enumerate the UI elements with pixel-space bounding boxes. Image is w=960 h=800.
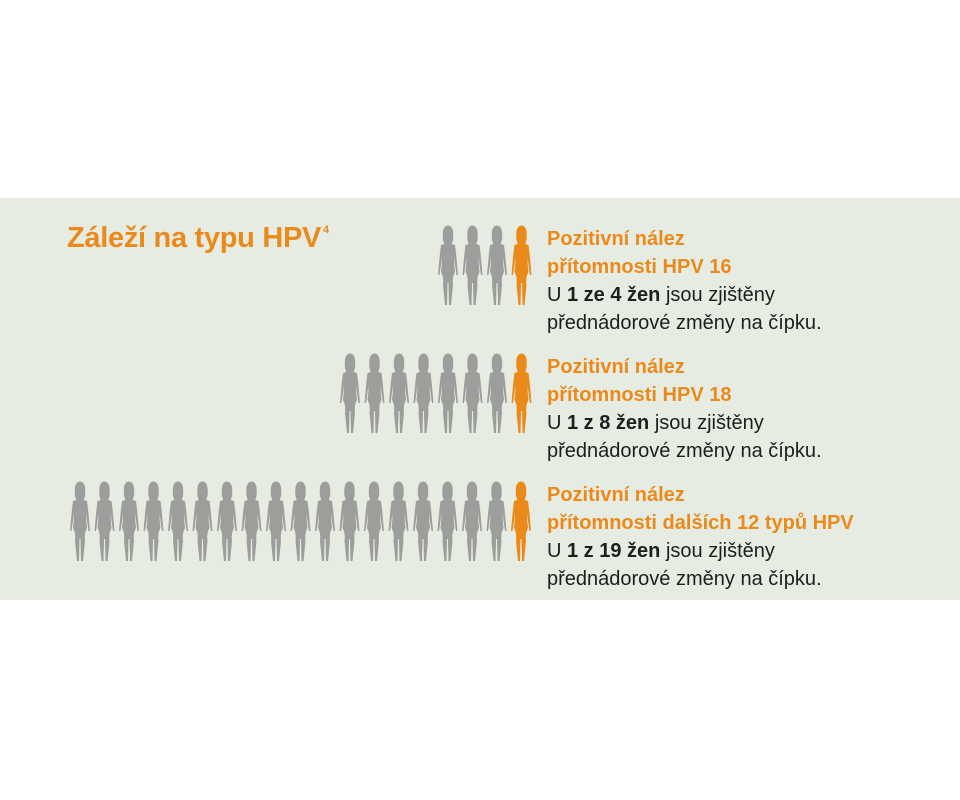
woman-icon (388, 481, 409, 561)
woman-icon (486, 481, 507, 561)
woman-icon (315, 481, 335, 561)
woman-icon (94, 481, 115, 561)
ratio-sentence: U 1 z 19 žen jsou zjištěny (547, 540, 775, 562)
ratio-value: 1 z 8 žen (567, 412, 650, 434)
woman-icon-highlighted (511, 481, 531, 561)
woman-icon (192, 481, 213, 561)
ratio-sentence: U 1 ze 4 žen jsou zjištěny (547, 284, 775, 306)
woman-icon (413, 481, 433, 561)
woman-icon (70, 481, 90, 561)
ratio-value: 1 ze 4 žen (567, 284, 661, 306)
women-figures-hpv-other (70, 481, 531, 561)
woman-icon (339, 481, 360, 561)
woman-icon (217, 481, 237, 561)
woman-icon (339, 353, 360, 433)
women-figures-hpv16 (437, 225, 531, 305)
woman-icon (290, 481, 311, 561)
woman-icon-highlighted (511, 353, 531, 433)
ratio-sentence-end: přednádorové změny na čípku. (547, 440, 822, 462)
woman-icon (462, 225, 482, 305)
woman-icon (413, 353, 433, 433)
woman-icon (364, 353, 384, 433)
woman-icon (486, 225, 507, 305)
group-heading: přítomnosti dalších 12 typů HPV (547, 512, 854, 534)
ratio-sentence-end: přednádorové změny na čípku. (547, 568, 822, 590)
description-hpv-other: Pozitivní nález přítomnosti dalších 12 t… (547, 481, 947, 593)
footnote-marker: 4 (323, 224, 329, 236)
group-heading: Pozitivní nález (547, 484, 685, 506)
woman-icon (437, 353, 458, 433)
group-heading: Pozitivní nález (547, 356, 685, 378)
woman-icon (241, 481, 262, 561)
woman-icon (364, 481, 384, 561)
woman-icon (388, 353, 409, 433)
group-heading: přítomnosti HPV 18 (547, 384, 732, 406)
description-hpv16: Pozitivní nález přítomnosti HPV 16 U 1 z… (547, 225, 947, 337)
ratio-value: 1 z 19 žen (567, 540, 661, 562)
woman-icon (437, 481, 458, 561)
group-hpv18: Pozitivní nález přítomnosti HPV 18 U 1 z… (0, 353, 960, 473)
ratio-sentence-end: přednádorové změny na čípku. (547, 312, 822, 334)
group-heading: Pozitivní nález (547, 228, 685, 250)
woman-icon (486, 353, 507, 433)
description-hpv18: Pozitivní nález přítomnosti HPV 18 U 1 z… (547, 353, 947, 465)
woman-icon (168, 481, 188, 561)
woman-icon (143, 481, 164, 561)
woman-icon (437, 225, 458, 305)
group-hpv-other: Pozitivní nález přítomnosti dalších 12 t… (0, 481, 960, 601)
woman-icon (462, 481, 482, 561)
woman-icon (119, 481, 139, 561)
group-heading: přítomnosti HPV 16 (547, 256, 732, 278)
ratio-sentence: U 1 z 8 žen jsou zjištěny (547, 412, 764, 434)
group-hpv16: Pozitivní nález přítomnosti HPV 16 U 1 z… (0, 225, 960, 345)
women-figures-hpv18 (339, 353, 531, 433)
woman-icon (462, 353, 482, 433)
woman-icon (266, 481, 286, 561)
woman-icon-highlighted (511, 225, 531, 305)
main-title: Záleží na typu HPV 4 (67, 222, 329, 254)
